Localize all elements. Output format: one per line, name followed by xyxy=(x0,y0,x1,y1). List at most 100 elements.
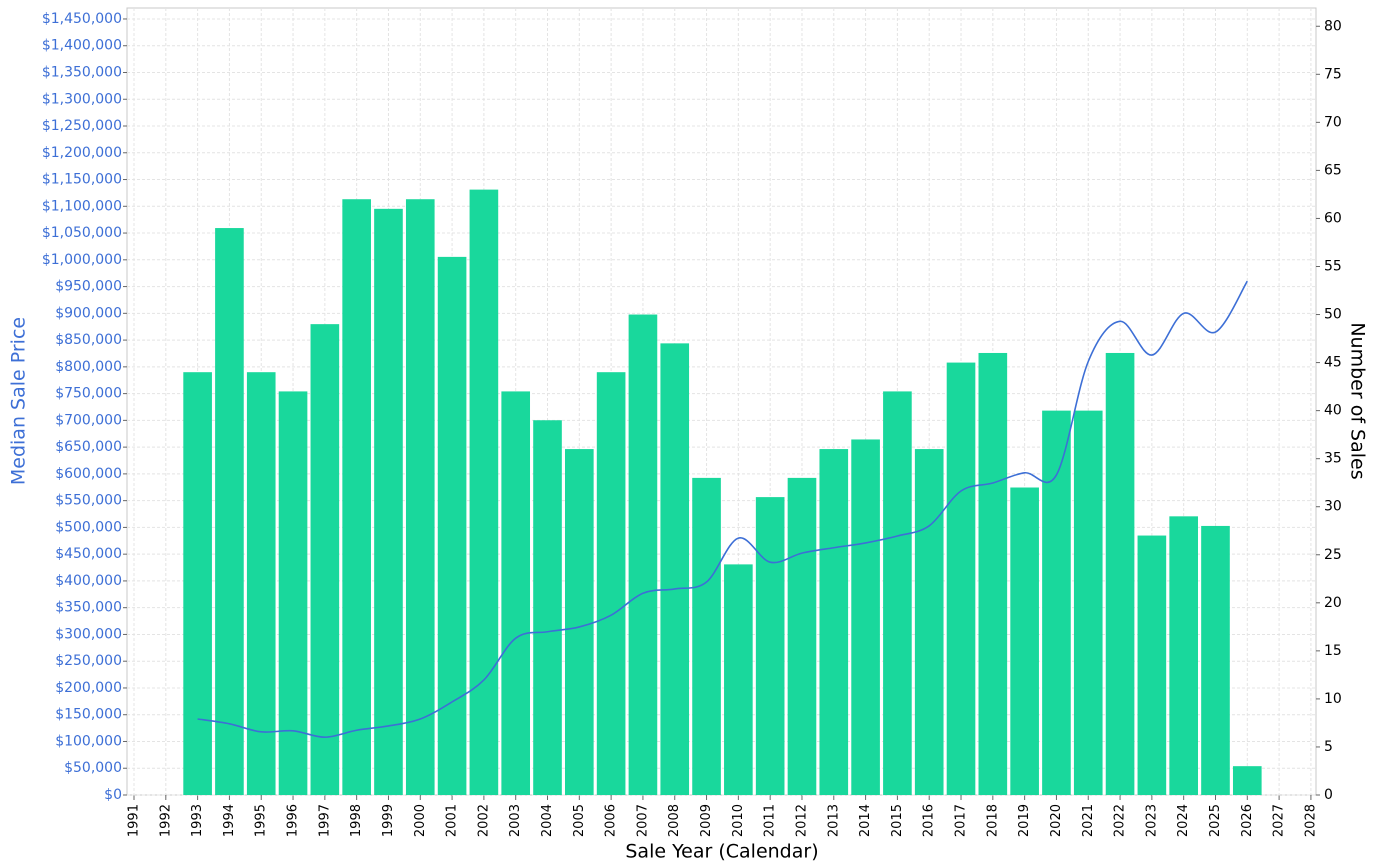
bar xyxy=(310,324,340,795)
y-tick-label: $1,300,000 xyxy=(42,91,122,107)
y-tick-label: $750,000 xyxy=(55,386,122,402)
bar xyxy=(565,449,594,795)
x-tick-label: 2004 xyxy=(540,804,555,837)
y2-tick-label: 75 xyxy=(1324,66,1342,82)
x-tick-label: 2001 xyxy=(445,804,460,837)
x-tick-label: 2007 xyxy=(635,804,650,837)
bar xyxy=(724,564,753,795)
x-tick-label: 2009 xyxy=(699,804,714,837)
y2-tick-label: 80 xyxy=(1324,18,1342,34)
x-tick-label: 2002 xyxy=(476,804,491,837)
bar xyxy=(914,449,944,795)
bar xyxy=(374,208,403,796)
y-tick-label: $200,000 xyxy=(55,680,122,696)
y-tick-label: $800,000 xyxy=(55,359,122,375)
bar xyxy=(1105,352,1135,795)
x-tick-label: 2013 xyxy=(826,804,841,837)
x-tick-label: 2000 xyxy=(413,804,428,837)
y2-tick-label: 35 xyxy=(1324,451,1342,467)
y-tick-label: $1,350,000 xyxy=(42,64,122,80)
y-tick-label: $1,000,000 xyxy=(42,252,122,268)
bar xyxy=(1042,410,1071,795)
bar xyxy=(851,439,880,795)
y-tick-label: $1,050,000 xyxy=(42,225,122,241)
x-tick-label: 1994 xyxy=(222,804,237,837)
y2-tick-label: 50 xyxy=(1324,307,1342,323)
x-tick-label: 2005 xyxy=(572,804,587,837)
bar xyxy=(1073,410,1103,795)
y2-tick-label: 20 xyxy=(1324,595,1342,611)
price-line xyxy=(197,280,1248,738)
bar xyxy=(183,372,212,795)
y-tick-label: $100,000 xyxy=(55,733,122,749)
y-axis-label: Median Sale Price xyxy=(8,317,30,485)
bar xyxy=(628,314,658,795)
y-tick-label: $900,000 xyxy=(55,305,122,321)
x-tick-label: 2026 xyxy=(1240,804,1255,837)
y-tick-label: $650,000 xyxy=(55,439,122,455)
x-tick-label: 1993 xyxy=(190,804,205,837)
y-tick-label: $1,450,000 xyxy=(42,11,122,27)
y2-tick-label: 45 xyxy=(1324,355,1342,371)
x-tick-label: 2021 xyxy=(1081,804,1096,837)
y-tick-label: $600,000 xyxy=(55,466,122,482)
bar xyxy=(787,477,817,795)
bar xyxy=(215,228,244,796)
x-tick-label: 2020 xyxy=(1049,804,1064,837)
x-tick-label: 1997 xyxy=(317,804,332,837)
x-tick-label: 2016 xyxy=(922,804,937,837)
y-tick-label: $450,000 xyxy=(55,546,122,562)
bar xyxy=(246,372,276,795)
y2-tick-label: 15 xyxy=(1324,643,1342,659)
x-tick-label: 2012 xyxy=(794,804,809,837)
bar xyxy=(596,372,626,795)
x-tick-label: 2019 xyxy=(1017,804,1032,837)
plot-area xyxy=(126,7,1317,796)
x-tick-label: 2022 xyxy=(1113,804,1128,837)
x-tick-label: 2025 xyxy=(1208,804,1223,837)
x-axis-label: Sale Year (Calendar) xyxy=(625,841,818,863)
bar xyxy=(1232,766,1262,795)
bar xyxy=(1010,487,1039,795)
bar xyxy=(660,343,690,795)
y-tick-label: $350,000 xyxy=(55,600,122,616)
bar xyxy=(342,199,371,795)
x-tick-label: 2003 xyxy=(508,804,523,837)
y-tick-label: $250,000 xyxy=(55,653,122,669)
y-tick-label: $500,000 xyxy=(55,519,122,535)
bar xyxy=(469,189,499,796)
y2-tick-label: 30 xyxy=(1324,499,1342,515)
bar xyxy=(819,449,849,795)
bar xyxy=(978,352,1008,795)
y2-tick-label: 60 xyxy=(1324,210,1342,226)
y-tick-label: $700,000 xyxy=(55,412,122,428)
x-tick-label: 1996 xyxy=(286,804,301,837)
bar xyxy=(946,362,976,795)
x-tick-label: 2027 xyxy=(1272,804,1287,837)
y-tick-label: $1,100,000 xyxy=(42,198,122,214)
y2-tick-label: 65 xyxy=(1324,162,1342,178)
x-tick-label: 1991 xyxy=(126,804,141,837)
x-tick-label: 1999 xyxy=(381,804,396,837)
bar xyxy=(1201,525,1230,795)
y-tick-label: $1,250,000 xyxy=(42,118,122,134)
bar xyxy=(692,477,721,795)
x-tick-label: 2006 xyxy=(604,804,619,837)
x-tick-label: 2010 xyxy=(731,804,746,837)
x-tick-label: 2028 xyxy=(1303,804,1318,837)
y-tick-label: $1,400,000 xyxy=(42,38,122,54)
bar xyxy=(405,199,435,795)
bar xyxy=(755,497,785,795)
y-tick-label: $400,000 xyxy=(55,573,122,589)
x-tick-label: 1992 xyxy=(158,804,173,837)
x-tick-label: 2011 xyxy=(763,804,778,837)
y2-tick-label: 55 xyxy=(1324,258,1342,274)
bar xyxy=(278,391,308,795)
x-tick-label: 2018 xyxy=(985,804,1000,837)
y-tick-label: $850,000 xyxy=(55,332,122,348)
bar xyxy=(1169,516,1198,795)
x-tick-label: 2024 xyxy=(1176,804,1191,837)
y-tick-label: $50,000 xyxy=(64,760,122,776)
y-tick-label: $0 xyxy=(104,787,122,803)
x-tick-label: 2008 xyxy=(667,804,682,837)
